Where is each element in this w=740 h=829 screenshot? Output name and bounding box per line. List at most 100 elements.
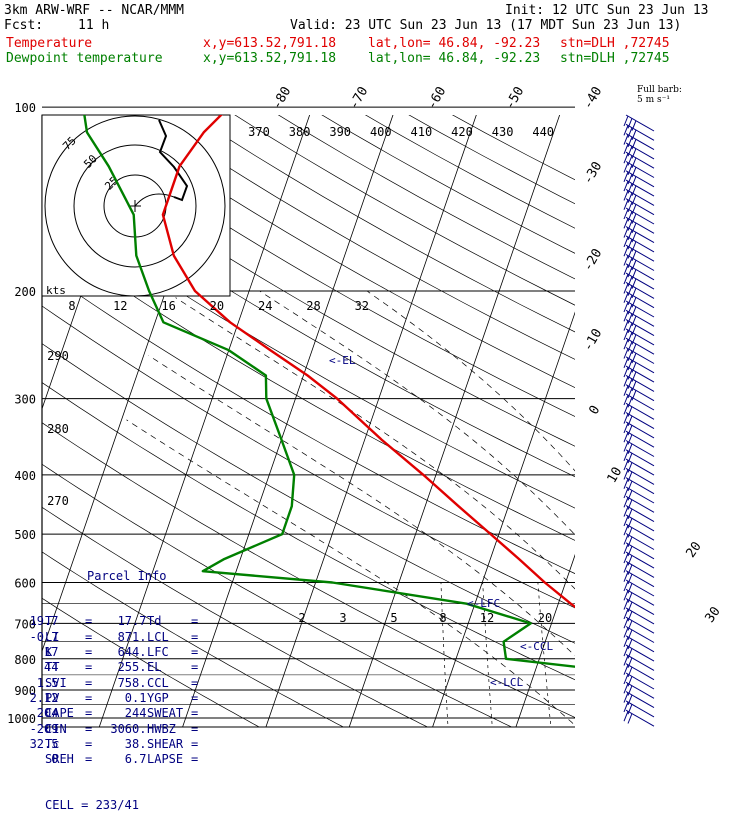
- theta-label: 390: [329, 125, 351, 139]
- isotherm-label: 20: [683, 539, 704, 560]
- parcel-value-2: 3060.: [110, 722, 146, 737]
- isotherm-label: -40: [581, 84, 606, 112]
- mixing-low-label: 20: [538, 611, 552, 625]
- theta-label: 420: [451, 125, 473, 139]
- parcel-label-2: LCL: [147, 630, 169, 645]
- parcel-value-2: 871.: [118, 630, 147, 645]
- parcel-label-2: LFC: [147, 645, 169, 660]
- level-marker: <-CCL: [520, 640, 553, 653]
- parcel-equals: =: [191, 660, 198, 675]
- parcel-value-1: 19.7: [30, 614, 59, 629]
- hodograph-units: kts: [46, 284, 66, 297]
- mixing-label: 8: [68, 299, 75, 313]
- parcel-value-2: 6.7: [125, 752, 147, 767]
- theta-label: 440: [532, 125, 554, 139]
- level-marker: <-LFC: [467, 597, 500, 610]
- mixing-label: 20: [210, 299, 224, 313]
- parcel-equals: =: [85, 752, 92, 767]
- isotherm-line: [515, 94, 734, 731]
- isotherm-label: -30: [581, 159, 606, 187]
- dry-adiabat-line: [223, 107, 740, 731]
- parcel-label-2: EL: [147, 660, 161, 675]
- parcel-value-1: 32.5: [30, 737, 59, 752]
- parcel-equals: =: [191, 645, 198, 660]
- parcel-value-1: -0.7: [30, 630, 59, 645]
- mixing-ratio-line: [639, 583, 659, 731]
- parcel-equals: =: [191, 614, 198, 629]
- theta-label: 400: [370, 125, 392, 139]
- parcel-equals: =: [85, 676, 92, 691]
- parcel-equals: =: [85, 706, 92, 721]
- parcel-label-2: Td: [147, 614, 161, 629]
- isotherm-label: 10: [605, 465, 626, 486]
- parcel-label-2: CCL: [147, 676, 169, 691]
- parcel-equals: =: [85, 722, 92, 737]
- theta-side-label: 280: [47, 422, 69, 436]
- isotherm-label: -60: [425, 84, 450, 112]
- mixing-label: 32: [355, 299, 369, 313]
- parcel-value-1: 204: [37, 706, 59, 721]
- parcel-value-2: 644.: [118, 645, 147, 660]
- mixing-low-label: 8: [439, 611, 446, 625]
- parcel-equals: =: [85, 645, 92, 660]
- parcel-equals: =: [191, 722, 198, 737]
- mixing-ratio-line: [703, 583, 728, 731]
- theta-side-label: 290: [47, 349, 69, 363]
- isotherm-label: -50: [503, 84, 528, 112]
- parcel-value-1: 17: [44, 645, 58, 660]
- pressure-label: 400: [14, 469, 36, 483]
- parcel-label-2: SHEAR: [147, 737, 183, 752]
- mixing-ratio-line: [441, 583, 448, 731]
- isotherm-label: 0: [587, 403, 604, 417]
- mixing-label: 24: [258, 299, 272, 313]
- mixing-low-label: 2: [298, 611, 305, 625]
- parcel-equals: =: [191, 676, 198, 691]
- isotherm-line: [431, 94, 650, 731]
- theta-label: 380: [289, 125, 311, 139]
- mixing-label: 28: [306, 299, 320, 313]
- wind-barb: [624, 115, 654, 131]
- parcel-equals: =: [85, 737, 92, 752]
- parcel-equals: =: [85, 630, 92, 645]
- parcel-label-1: SREH: [45, 752, 74, 767]
- level-marker: <-EL: [329, 354, 356, 367]
- isotherm-label: 30: [702, 604, 723, 625]
- parcel-equals: =: [191, 737, 198, 752]
- pressure-label: 600: [14, 576, 36, 590]
- parcel-value-1: 2.12: [30, 691, 59, 706]
- dry-adiabat-line: [266, 107, 740, 731]
- pressure-label: 500: [14, 528, 36, 542]
- parcel-label-2: HWBZ: [147, 722, 176, 737]
- mixing-ratio-line: [591, 583, 608, 731]
- parcel-info-title: Parcel Info: [45, 569, 166, 584]
- parcel-value-1: 0: [51, 752, 58, 767]
- parcel-value-1: -209: [30, 722, 59, 737]
- parcel-value-2: 38.: [125, 737, 147, 752]
- parcel-label-2: LAPSE: [147, 752, 183, 767]
- pressure-label: 100: [14, 101, 36, 115]
- theta-label: 370: [248, 125, 270, 139]
- theta-side-label: 270: [47, 494, 69, 508]
- mixing-label: 16: [161, 299, 175, 313]
- parcel-label-2: YGP: [147, 691, 169, 706]
- pressure-label: 800: [14, 653, 36, 667]
- isotherm-label: -20: [581, 246, 606, 274]
- parcel-value-2: 758.: [118, 676, 147, 691]
- parcel-equals: =: [85, 660, 92, 675]
- parcel-value-1: 1.5: [37, 676, 59, 691]
- dry-adiabat-line: [309, 107, 740, 731]
- isotherm-line: [681, 94, 740, 731]
- mixing-low-label: 12: [480, 611, 494, 625]
- parcel-value-2: 244: [125, 706, 147, 721]
